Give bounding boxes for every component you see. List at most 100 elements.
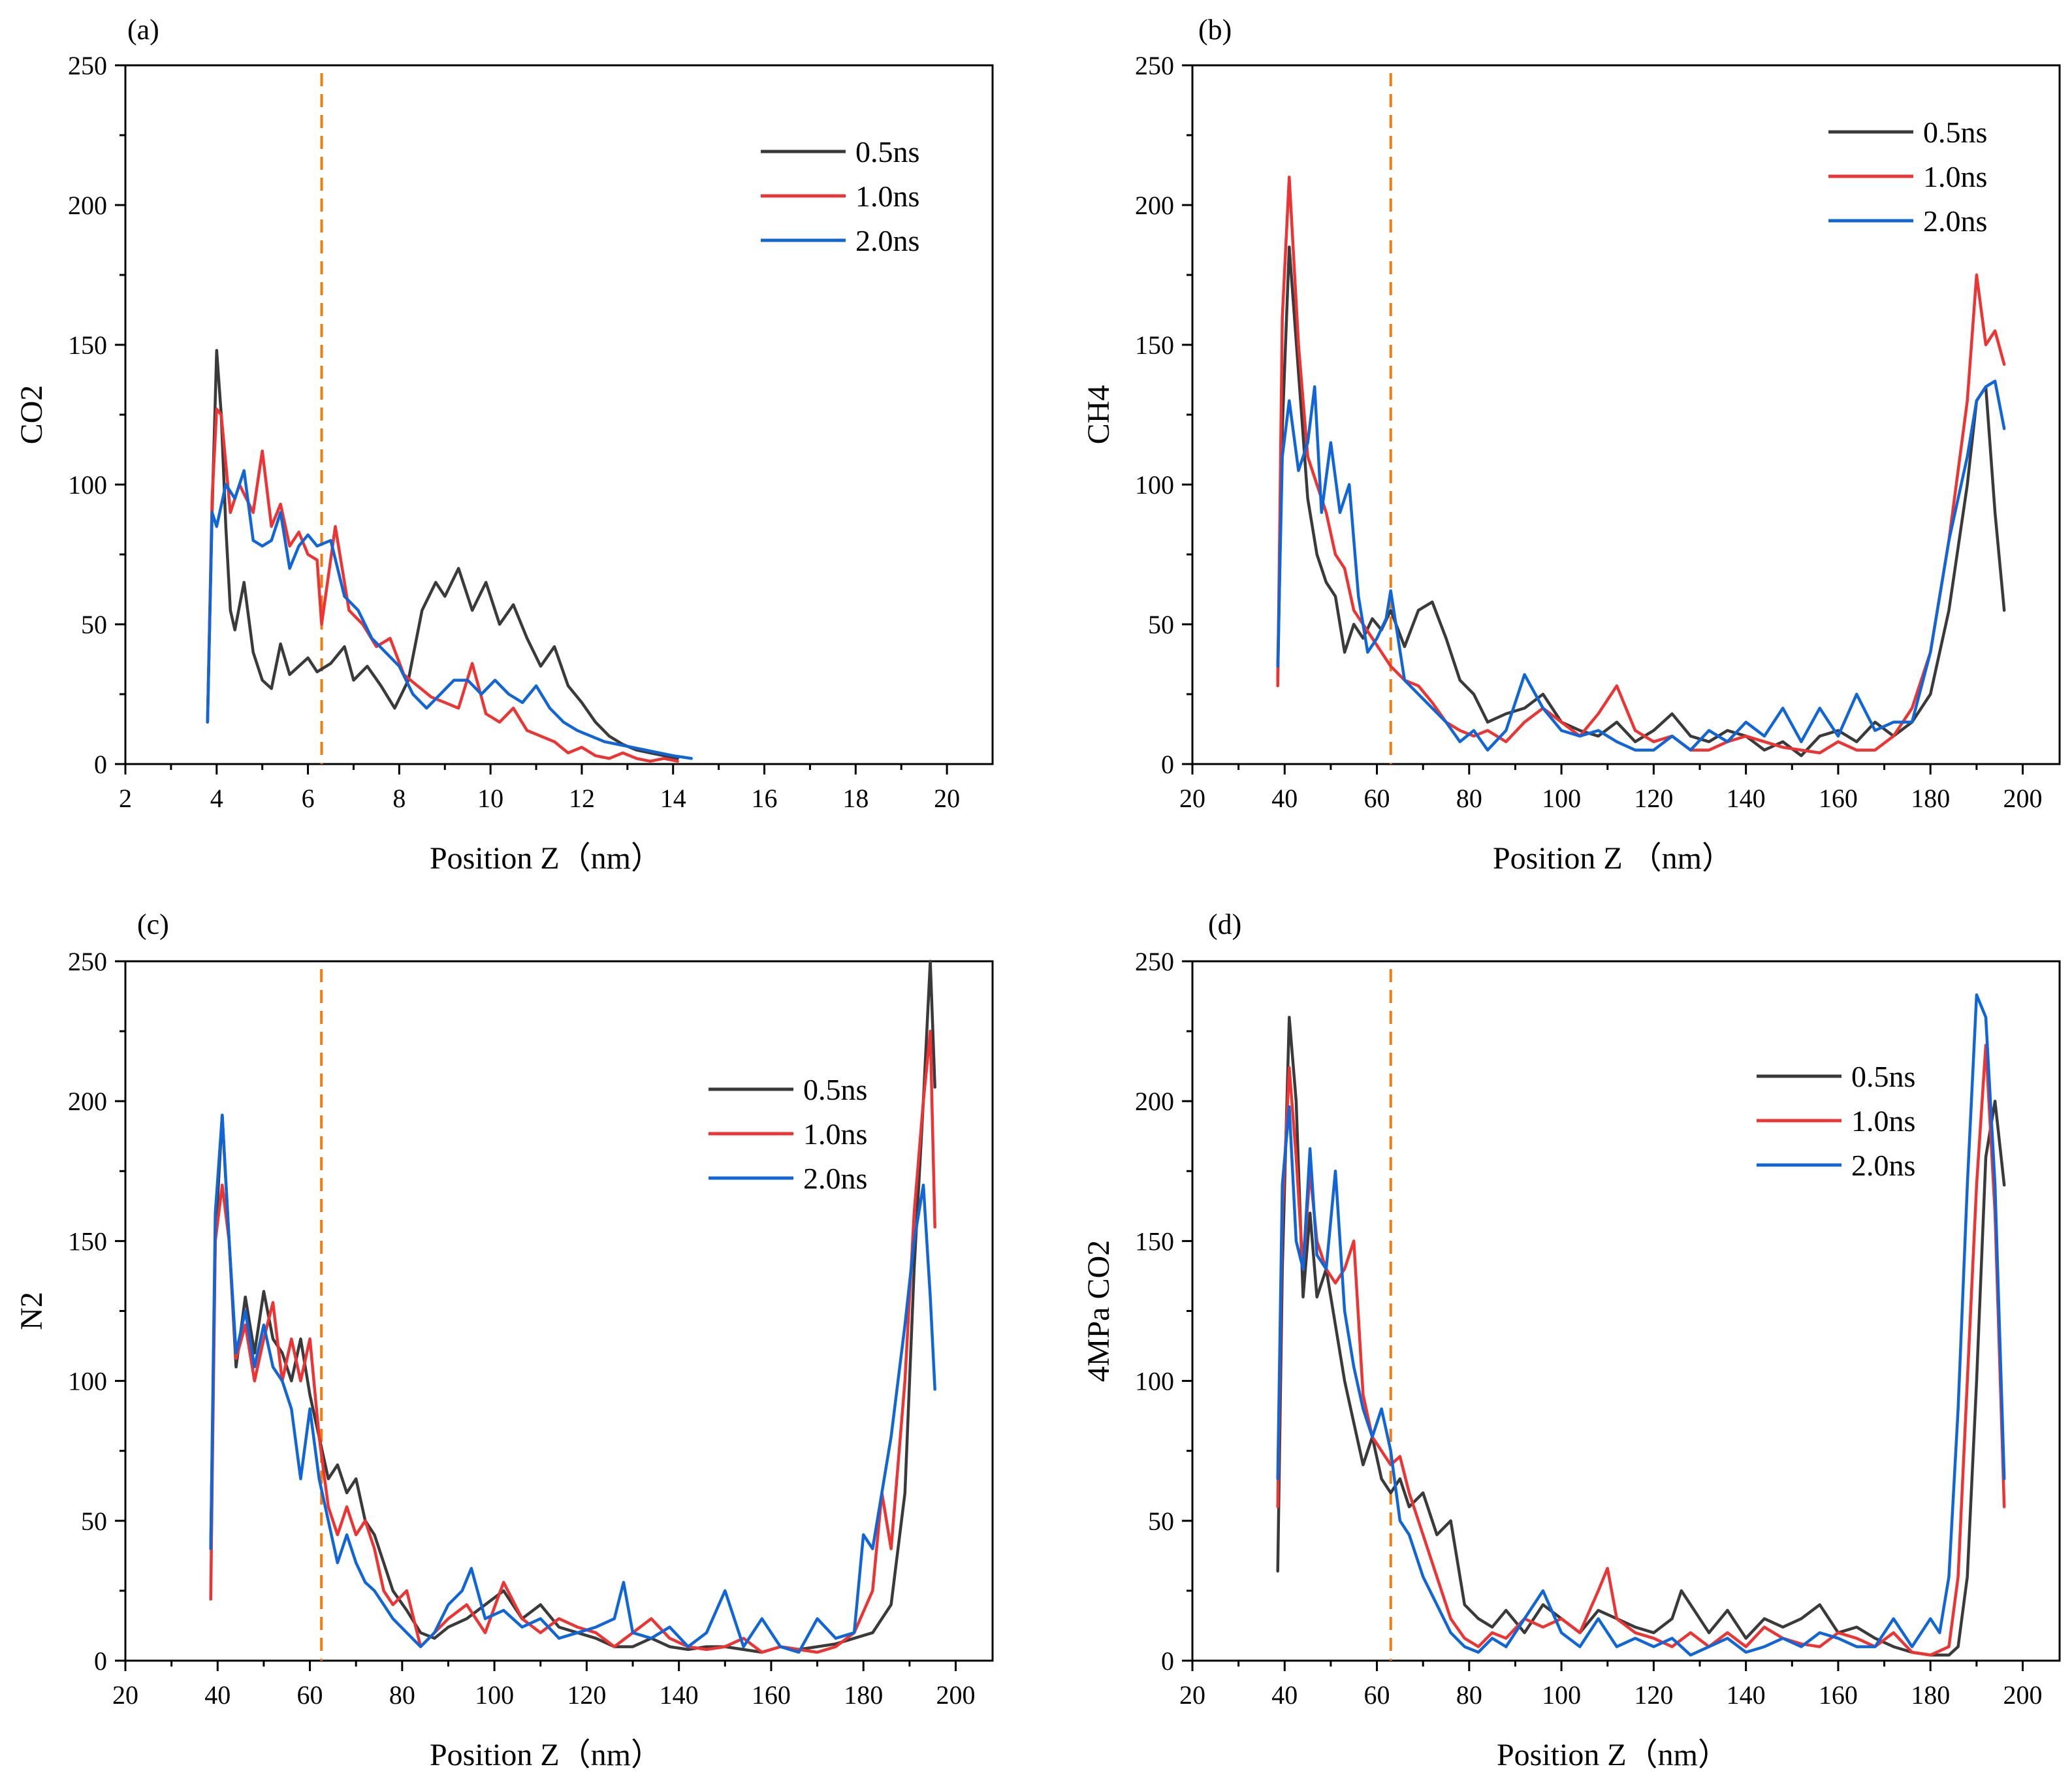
series-line-2-0ns [1276,379,2006,752]
y-tick-label: 100 [68,1367,107,1396]
plot-frame [1191,960,2061,1662]
series-line-2-0ns [209,1113,936,1654]
panel-label: (c) [137,908,169,940]
y-tick-label: 250 [1135,947,1174,976]
y-tick-label: 50 [81,1507,107,1536]
x-tick-label: 200 [936,1680,975,1710]
x-tick-label: 20 [112,1680,138,1710]
x-tick-label: 40 [204,1680,231,1710]
series-line-2-0ns [1276,993,2006,1657]
x-axis-title: Position Z（nm） [430,1738,662,1772]
series-line-0-5ns [1276,245,2006,758]
chart-panel: 2 4 6 8 10 12 14 16 18 20050100150200250Position … [14,14,994,876]
y-tick-label: 0 [1161,750,1174,779]
x-tick-label: 100 [475,1680,514,1710]
series-line-1-0ns [206,407,679,763]
panel-label: (d) [1208,908,1241,940]
legend-label: 2.0ns [855,224,919,257]
x-tick-label: 12 [569,784,595,813]
x-tick-label: 140 [1727,1680,1766,1710]
y-tick-label: 50 [1148,610,1174,639]
x-axis-title: Position Z（nm） [430,841,662,876]
x-tick-label: 16 [752,784,778,813]
x-tick-label: 120 [567,1680,606,1710]
y-tick-label: 50 [1148,1507,1174,1536]
y-tick-label: 200 [1135,191,1174,220]
chart-panel: 20 40 60 80 100 120 140 160 180 200 0 50 100 150 200 25… [1081,908,2061,1772]
x-tick-label: 180 [844,1680,883,1710]
x-tick-label: 180 [1911,784,1950,813]
legend-label: 0.5ns [803,1073,867,1106]
legend-label: 0.5ns [1851,1060,1915,1093]
legend-label: 1.0ns [855,180,919,213]
y-axis-title: 4MPa CO2 [1081,1240,1116,1382]
series-line-2-0ns [206,469,693,760]
x-tick-label: 8 [392,784,406,813]
x-tick-label: 120 [1634,1680,1673,1710]
y-tick-label: 250 [68,947,107,976]
y-tick-label: 100 [1135,1367,1174,1396]
series-line-0-5ns [206,349,679,760]
y-tick-label: 50 [81,610,107,639]
x-tick-label: 100 [1542,784,1581,813]
chart-panel: 20 40 60 80 100 120 140 160 180 200 0 50 100 150 200 25… [14,908,994,1772]
legend-label: 0.5ns [1923,116,1987,149]
y-tick-label: 100 [1135,470,1174,500]
x-tick-label: 120 [1634,784,1673,813]
x-tick-label: 200 [2003,784,2042,813]
y-tick-label: 200 [68,1087,107,1116]
x-tick-label: 6 [302,784,315,813]
y-tick-label: 0 [1161,1646,1174,1676]
x-tick-label: 60 [297,1680,323,1710]
x-tick-label: 10 [477,784,503,813]
y-tick-label: 250 [1135,51,1174,80]
series-line-1-0ns [1276,175,2006,755]
legend-label: 1.0ns [1851,1104,1915,1138]
y-axis-title: CO2 [14,385,49,445]
x-tick-label: 200 [2003,1680,2042,1710]
series-line-1-0ns [209,1029,936,1654]
x-tick-label: 80 [1456,784,1482,813]
y-tick-label: 100 [68,470,107,500]
x-axis-title: Position Z（nm） [1497,1738,1729,1772]
x-tick-label: 100 [1542,1680,1581,1710]
x-tick-label: 160 [1819,784,1858,813]
y-tick-label: 150 [1135,1226,1174,1256]
x-tick-label: 140 [1727,784,1766,813]
series-line-0-5ns [209,959,936,1654]
chart-panel: 20 40 60 80 100 120 140 160 180 200 0 50 100 150 200 25… [1081,14,2061,876]
legend-label: 1.0ns [803,1117,867,1151]
x-tick-label: 20 [1179,784,1205,813]
x-tick-label: 20 [1179,1680,1205,1710]
panel-label: (b) [1198,14,1232,46]
legend-label: 0.5ns [855,135,919,168]
y-tick-label: 0 [94,1646,107,1676]
legend-label: 2.0ns [1851,1149,1915,1182]
x-tick-label: 14 [660,784,686,813]
legend-label: 2.0ns [1923,204,1987,238]
legend-label: 1.0ns [1923,160,1987,193]
y-tick-label: 150 [1135,330,1174,360]
x-tick-label: 18 [842,784,869,813]
y-tick-label: 150 [68,1226,107,1256]
series-line-1-0ns [1276,1044,2006,1657]
panel-label: (a) [127,14,159,46]
x-tick-label: 80 [389,1680,415,1710]
y-tick-label: 250 [68,51,107,80]
legend-label: 2.0ns [803,1162,867,1195]
x-tick-label: 60 [1364,1680,1390,1710]
y-tick-label: 150 [68,330,107,360]
y-tick-label: 200 [1135,1087,1174,1116]
x-tick-label: 40 [1271,1680,1298,1710]
y-tick-label: 200 [68,191,107,220]
x-tick-label: 180 [1911,1680,1950,1710]
x-tick-label: 60 [1364,784,1390,813]
x-tick-label: 2 [119,784,132,813]
y-axis-title: N2 [14,1292,49,1330]
x-tick-label: 160 [1819,1680,1858,1710]
x-tick-label: 40 [1271,784,1298,813]
x-tick-label: 20 [934,784,960,813]
x-tick-label: 140 [660,1680,699,1710]
x-axis-title: Position Z （nm） [1493,841,1733,876]
